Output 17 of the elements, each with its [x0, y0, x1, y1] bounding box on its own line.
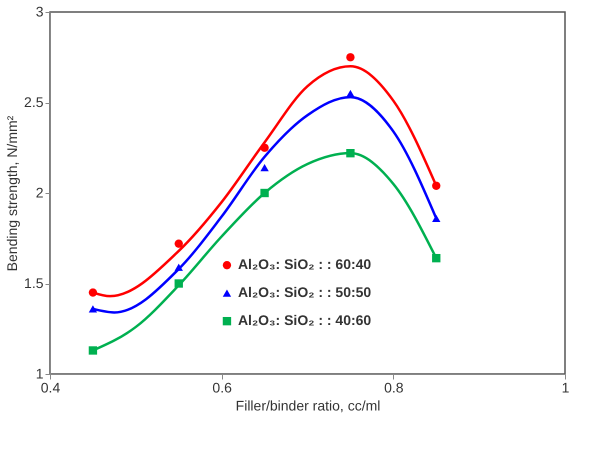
legend-label: Al₂O₃: SiO₂ : : 40:60: [238, 312, 372, 328]
x-tick-label: 0.8: [384, 380, 404, 396]
y-tick-label: 1.5: [24, 275, 44, 291]
x-tick-label: 1: [562, 380, 570, 396]
y-tick-label: 3: [36, 4, 44, 20]
point: [260, 164, 269, 172]
y-tick-label: 2.5: [24, 94, 44, 110]
y-tick-label: 2: [36, 184, 44, 200]
legend-label: Al₂O₃: SiO₂ : : 60:40: [238, 256, 372, 272]
point: [346, 53, 355, 62]
y-axis-title: Bending strength, N/mm²: [4, 115, 20, 272]
x-tick-label: 0.6: [212, 380, 232, 396]
legend-label: Al₂O₃: SiO₂ : : 50:50: [238, 284, 372, 300]
x-axis-title: Filler/binder ratio, cc/ml: [236, 398, 380, 414]
x-tick-label: 0.4: [40, 380, 60, 396]
point: [174, 240, 183, 248]
y-tick-label: 1: [36, 366, 44, 382]
